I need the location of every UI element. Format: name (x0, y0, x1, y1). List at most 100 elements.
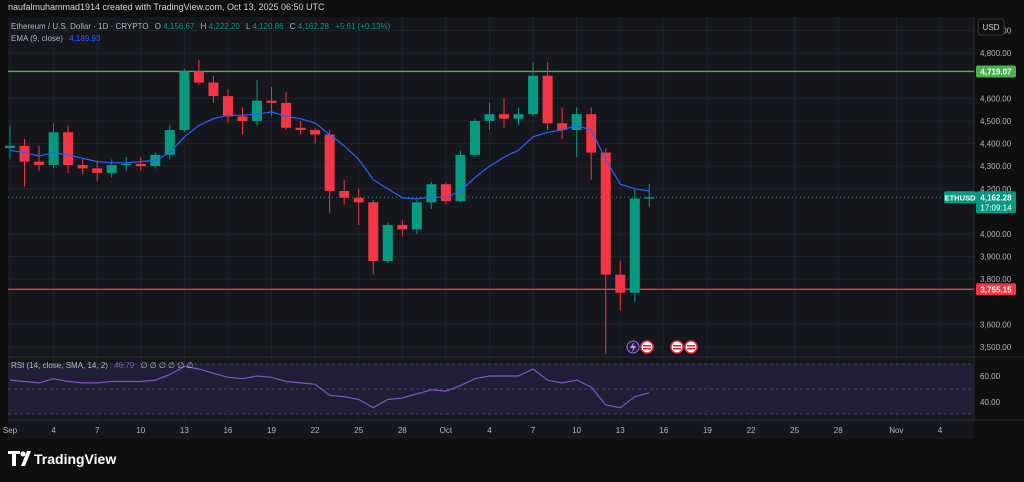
candle-body[interactable] (295, 127, 306, 130)
us-flag-event-icon[interactable] (670, 340, 684, 354)
resistance-line-tag-label: 4,719.07 (980, 67, 1012, 76)
rsi-label: RSI (14, close, SMA, 14, 2) (11, 361, 108, 370)
time-axis-label: Sep (3, 426, 18, 435)
currency-button[interactable] (977, 18, 1005, 36)
candle-body[interactable] (208, 82, 219, 97)
time-axis-label: 10 (136, 426, 145, 435)
tradingview-logo[interactable]: TradingView (8, 451, 116, 467)
price-axis-label: 4,500.00 (980, 117, 1012, 126)
candle-body[interactable] (426, 184, 437, 203)
ema-legend[interactable]: EMA (9, close) 4,189.93 (11, 34, 101, 43)
tradingview-logo-icon (8, 451, 20, 466)
time-axis-label: Nov (889, 426, 903, 435)
candle-body[interactable] (411, 202, 422, 230)
candle-body[interactable] (528, 75, 539, 115)
candle-body[interactable] (499, 114, 510, 119)
flag-stripe (643, 345, 651, 347)
candle-body[interactable] (19, 145, 30, 162)
candle-body[interactable] (542, 75, 553, 124)
rsi-placeholders: ∅ ∅ ∅ ∅ ∅ ∅ (140, 361, 193, 370)
candle-body[interactable] (77, 165, 88, 169)
candle-body[interactable] (557, 123, 568, 130)
rsi-line[interactable] (9, 365, 650, 409)
candle-body[interactable] (644, 197, 655, 199)
ohlc-high-value: 4,222.20 (209, 22, 241, 31)
ema-line[interactable] (9, 111, 650, 200)
time-axis-label: 4 (51, 426, 56, 435)
candle-body[interactable] (382, 224, 393, 262)
candle-body[interactable] (266, 100, 277, 103)
time-axis-label: Oct (440, 426, 453, 435)
candle-body[interactable] (179, 71, 190, 130)
candle-body[interactable] (513, 114, 524, 119)
ohlc-close-value: 4,162.28 (298, 22, 330, 31)
flag-stripe (687, 345, 695, 347)
candle-body[interactable] (629, 198, 640, 293)
candle-body[interactable] (48, 132, 59, 166)
candle-body[interactable] (121, 163, 132, 166)
time-axis-label: 13 (180, 426, 189, 435)
candle-body[interactable] (281, 102, 292, 128)
candle-body[interactable] (484, 114, 495, 121)
time-axis-label: 7 (531, 426, 536, 435)
time-axis-label: 4 (938, 426, 943, 435)
ohlc-high-label: H (201, 22, 207, 31)
symbol-title: Ethereum / U.S. Dollar · 1D · CRYPTO (11, 22, 149, 31)
candle-body[interactable] (34, 161, 45, 166)
price-axis-label: 4,800.00 (980, 49, 1012, 58)
candle-body[interactable] (368, 202, 379, 262)
us-flag-event-icon[interactable] (684, 340, 698, 354)
candle-body[interactable] (5, 145, 15, 149)
candle-body[interactable] (164, 130, 175, 155)
candle-body[interactable] (586, 114, 597, 153)
time-axis-label: 10 (572, 426, 581, 435)
support-line-tag[interactable] (976, 283, 1016, 296)
lightning-glyph (630, 342, 636, 352)
symbol-tag[interactable] (944, 191, 976, 204)
ohlc-low-label: L (246, 22, 251, 31)
time-axis-label: 19 (267, 426, 276, 435)
event-icons[interactable] (626, 340, 698, 354)
flag-stripe (673, 348, 681, 350)
candle-body[interactable] (353, 197, 364, 203)
candle-body[interactable] (63, 132, 74, 166)
candle-body[interactable] (106, 165, 117, 173)
resistance-line-tag[interactable] (976, 65, 1016, 78)
us-flag-event-icon[interactable] (640, 340, 654, 354)
candle-body[interactable] (310, 130, 321, 135)
bar-countdown-label: 17:09:14 (980, 203, 1012, 212)
time-axis-label: 28 (834, 426, 843, 435)
time-axis-label: 7 (95, 426, 100, 435)
symbol-info: Ethereum / U.S. Dollar · 1D · CRYPTO O 4… (11, 22, 391, 31)
candle-body[interactable] (571, 114, 582, 130)
candle-body[interactable] (324, 134, 335, 192)
rsi-axis-label: 40.00 (980, 398, 1001, 407)
ema-value: 4,189.93 (69, 34, 101, 43)
time-axis-label: 25 (790, 426, 799, 435)
candle-body[interactable] (252, 100, 263, 121)
rsi-legend[interactable]: RSI (14, close, SMA, 14, 2) 46.79 ∅ ∅ ∅ … (11, 361, 193, 370)
candle-body[interactable] (193, 71, 204, 83)
candle-body[interactable] (615, 274, 626, 293)
flag-stripe (687, 348, 695, 350)
candle-body[interactable] (397, 224, 408, 230)
time-axis-label: 22 (311, 426, 320, 435)
candle-body[interactable] (92, 168, 103, 173)
candle-body[interactable] (455, 154, 466, 202)
ema-label: EMA (9, close) (11, 34, 63, 43)
candle-body[interactable] (600, 152, 611, 275)
candle-body[interactable] (135, 163, 146, 167)
flag-stripe (673, 345, 681, 347)
rsi-value: 46.79 (114, 361, 135, 370)
candle-body[interactable] (222, 96, 233, 117)
current-price-tag[interactable] (976, 191, 1016, 214)
candle-body[interactable] (237, 116, 248, 121)
price-axis-label: 4,300.00 (980, 162, 1012, 171)
candle-body[interactable] (339, 191, 350, 198)
candle-body[interactable] (469, 120, 480, 155)
time-axis-label: 19 (703, 426, 712, 435)
ohlc-close-label: C (290, 22, 296, 31)
ohlc-open-value: 4,156.67 (163, 22, 195, 31)
candle-body[interactable] (440, 184, 451, 202)
